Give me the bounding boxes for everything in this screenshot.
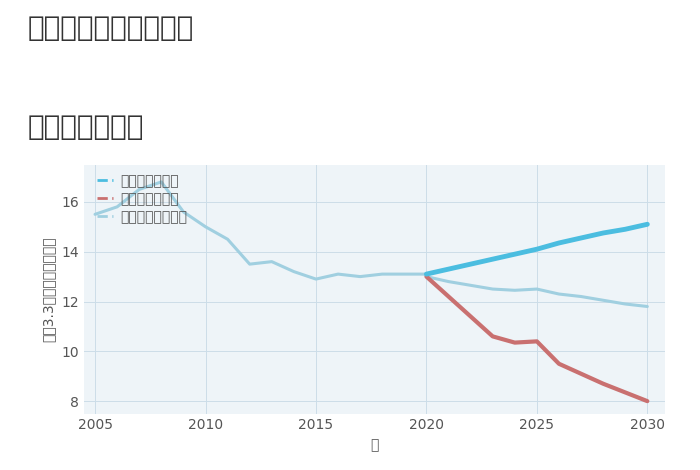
Text: 三重県松阪市出間町の: 三重県松阪市出間町の [28, 14, 195, 42]
Y-axis label: 坪（3.3㎡）単価（万円）: 坪（3.3㎡）単価（万円） [42, 236, 56, 342]
X-axis label: 年: 年 [370, 438, 379, 452]
Text: 土地の価格推移: 土地の価格推移 [28, 113, 144, 141]
Legend: グッドシナリオ, バッドシナリオ, ノーマルシナリオ: グッドシナリオ, バッドシナリオ, ノーマルシナリオ [97, 174, 188, 224]
